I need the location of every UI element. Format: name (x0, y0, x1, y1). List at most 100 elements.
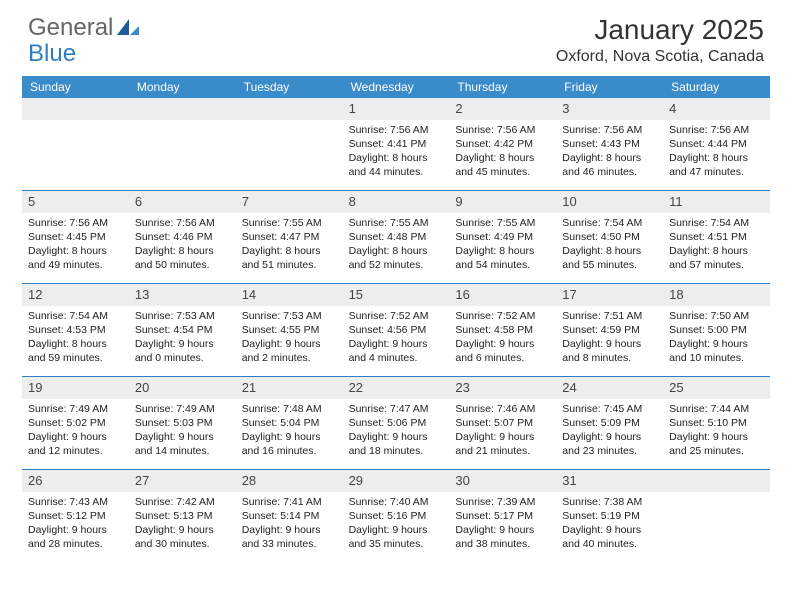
day-content: Sunrise: 7:47 AMSunset: 5:06 PMDaylight:… (349, 402, 446, 459)
daylight-line: Daylight: 9 hours and 6 minutes. (455, 337, 552, 365)
day-cell: 31Sunrise: 7:38 AMSunset: 5:19 PMDayligh… (556, 470, 663, 562)
day-number: 12 (22, 284, 129, 306)
daylight-line: Daylight: 9 hours and 18 minutes. (349, 430, 446, 458)
day-content: Sunrise: 7:45 AMSunset: 5:09 PMDaylight:… (562, 402, 659, 459)
day-content: Sunrise: 7:39 AMSunset: 5:17 PMDaylight:… (455, 495, 552, 552)
sunrise-line: Sunrise: 7:46 AM (455, 402, 552, 416)
day-cell: 26Sunrise: 7:43 AMSunset: 5:12 PMDayligh… (22, 470, 129, 562)
day-cell: 27 Sunrise: 7:42 AMSunset: 5:13 PMDayligh… (129, 470, 236, 562)
day-cell: 22 Sunrise: 7:47 AMSunset: 5:06 PMDayligh… (343, 377, 450, 469)
sunrise-line: Sunrise: 7:56 AM (562, 123, 659, 137)
day-content: Sunrise: 7:56 AMSunset: 4:41 PMDaylight:… (349, 123, 446, 180)
daylight-line: Daylight: 9 hours and 40 minutes. (562, 523, 659, 551)
day-cell (22, 98, 129, 190)
sunrise-line: Sunrise: 7:55 AM (455, 216, 552, 230)
dow-cell: Saturday (663, 76, 770, 98)
day-cell: 10Sunrise: 7:54 AMSunset: 4:50 PMDayligh… (556, 191, 663, 283)
day-cell: 8Sunrise: 7:55 AMSunset: 4:48 PMDaylight… (343, 191, 450, 283)
day-cell: 12Sunrise: 7:54 AMSunset: 4:53 PMDayligh… (22, 284, 129, 376)
daylight-line: Daylight: 9 hours and 12 minutes. (28, 430, 125, 458)
sunrise-line: Sunrise: 7:51 AM (562, 309, 659, 323)
day-content: Sunrise: 7:49 AMSunset: 5:02 PMDaylight:… (28, 402, 125, 459)
day-number: 28 (236, 470, 343, 492)
sunrise-line: Sunrise: 7:56 AM (455, 123, 552, 137)
day-cell: 13Sunrise: 7:53 AMSunset: 4:54 PMDayligh… (129, 284, 236, 376)
sunrise-line: Sunrise: 7:40 AM (349, 495, 446, 509)
day-number: 26 (22, 470, 129, 492)
day-number: 10 (556, 191, 663, 213)
daylight-line: Daylight: 8 hours and 55 minutes. (562, 244, 659, 272)
day-cell: 3 Sunrise: 7:56 AMSunset: 4:43 PMDaylight… (556, 98, 663, 190)
daylight-line: Daylight: 9 hours and 25 minutes. (669, 430, 766, 458)
sunset-line: Sunset: 4:49 PM (455, 230, 552, 244)
day-number: 2 (449, 98, 556, 120)
day-number: 29 (343, 470, 450, 492)
header: General January 2025 Oxford, Nova Scotia… (0, 0, 792, 70)
day-content: Sunrise: 7:56 AMSunset: 4:43 PMDaylight:… (562, 123, 659, 180)
week-row: 12Sunrise: 7:54 AMSunset: 4:53 PMDayligh… (22, 283, 770, 376)
daylight-line: Daylight: 9 hours and 38 minutes. (455, 523, 552, 551)
day-content: Sunrise: 7:40 AMSunset: 5:16 PMDaylight:… (349, 495, 446, 552)
daylight-line: Daylight: 8 hours and 50 minutes. (135, 244, 232, 272)
daylight-line: Daylight: 9 hours and 14 minutes. (135, 430, 232, 458)
daylight-line: Daylight: 9 hours and 30 minutes. (135, 523, 232, 551)
month-title: January 2025 (556, 14, 764, 46)
daylight-line: Daylight: 9 hours and 4 minutes. (349, 337, 446, 365)
sunrise-line: Sunrise: 7:49 AM (135, 402, 232, 416)
day-number: 19 (22, 377, 129, 399)
sunrise-line: Sunrise: 7:49 AM (28, 402, 125, 416)
day-number: 27 (129, 470, 236, 492)
sunset-line: Sunset: 4:45 PM (28, 230, 125, 244)
daylight-line: Daylight: 8 hours and 54 minutes. (455, 244, 552, 272)
day-cell: 17 Sunrise: 7:51 AMSunset: 4:59 PMDayligh… (556, 284, 663, 376)
day-content: Sunrise: 7:41 AMSunset: 5:14 PMDaylight:… (242, 495, 339, 552)
sunset-line: Sunset: 5:10 PM (669, 416, 766, 430)
day-number (22, 98, 129, 120)
day-content: Sunrise: 7:51 AMSunset: 4:59 PMDaylight:… (562, 309, 659, 366)
day-content: Sunrise: 7:56 AMSunset: 4:46 PMDaylight:… (135, 216, 232, 273)
daylight-line: Daylight: 8 hours and 52 minutes. (349, 244, 446, 272)
sunrise-line: Sunrise: 7:43 AM (28, 495, 125, 509)
day-number: 17 (556, 284, 663, 306)
sunrise-line: Sunrise: 7:56 AM (669, 123, 766, 137)
sunset-line: Sunset: 4:47 PM (242, 230, 339, 244)
day-cell (236, 98, 343, 190)
day-cell: 1 Sunrise: 7:56 AMSunset: 4:41 PMDaylight… (343, 98, 450, 190)
sunset-line: Sunset: 5:09 PM (562, 416, 659, 430)
sunset-line: Sunset: 4:44 PM (669, 137, 766, 151)
logo-text-general: General (28, 14, 113, 42)
day-content: Sunrise: 7:42 AMSunset: 5:13 PMDaylight:… (135, 495, 232, 552)
daylight-line: Daylight: 9 hours and 23 minutes. (562, 430, 659, 458)
day-number: 20 (129, 377, 236, 399)
sunset-line: Sunset: 4:53 PM (28, 323, 125, 337)
day-cell: 9Sunrise: 7:55 AMSunset: 4:49 PMDaylight… (449, 191, 556, 283)
day-content: Sunrise: 7:48 AMSunset: 5:04 PMDaylight:… (242, 402, 339, 459)
day-number: 3 (556, 98, 663, 120)
day-number: 1 (343, 98, 450, 120)
day-number: 22 (343, 377, 450, 399)
sunset-line: Sunset: 5:14 PM (242, 509, 339, 523)
day-cell: 18Sunrise: 7:50 AMSunset: 5:00 PMDayligh… (663, 284, 770, 376)
day-number: 31 (556, 470, 663, 492)
sunset-line: Sunset: 4:51 PM (669, 230, 766, 244)
sunrise-line: Sunrise: 7:42 AM (135, 495, 232, 509)
sunset-line: Sunset: 5:07 PM (455, 416, 552, 430)
sunset-line: Sunset: 4:42 PM (455, 137, 552, 151)
dow-cell: Thursday (449, 76, 556, 98)
daylight-line: Daylight: 8 hours and 57 minutes. (669, 244, 766, 272)
sunrise-line: Sunrise: 7:44 AM (669, 402, 766, 416)
sunset-line: Sunset: 4:48 PM (349, 230, 446, 244)
sunset-line: Sunset: 4:41 PM (349, 137, 446, 151)
day-number: 7 (236, 191, 343, 213)
sunset-line: Sunset: 4:56 PM (349, 323, 446, 337)
day-number: 24 (556, 377, 663, 399)
sunrise-line: Sunrise: 7:50 AM (669, 309, 766, 323)
dow-cell: Monday (129, 76, 236, 98)
day-content: Sunrise: 7:53 AMSunset: 4:55 PMDaylight:… (242, 309, 339, 366)
daylight-line: Daylight: 9 hours and 8 minutes. (562, 337, 659, 365)
sunrise-line: Sunrise: 7:56 AM (135, 216, 232, 230)
day-number (236, 98, 343, 120)
sunset-line: Sunset: 5:06 PM (349, 416, 446, 430)
day-content: Sunrise: 7:44 AMSunset: 5:10 PMDaylight:… (669, 402, 766, 459)
daylight-line: Daylight: 8 hours and 46 minutes. (562, 151, 659, 179)
